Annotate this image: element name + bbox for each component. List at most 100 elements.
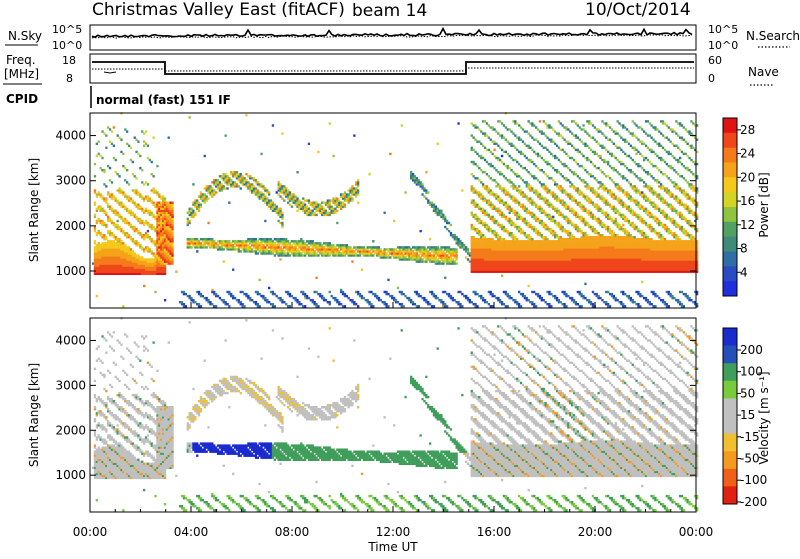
power-cell xyxy=(563,291,565,293)
power-cell xyxy=(194,212,196,214)
power-cell xyxy=(473,161,475,163)
power-cell xyxy=(118,175,120,177)
power-cell xyxy=(437,143,439,145)
power-cell xyxy=(187,218,189,220)
power-cell xyxy=(401,303,403,305)
power-cell xyxy=(368,173,370,175)
power-cell xyxy=(450,224,452,226)
power-cell xyxy=(126,130,128,132)
power-cell xyxy=(98,153,100,155)
power-cell xyxy=(575,161,577,163)
power-cell xyxy=(440,210,442,212)
power-cell xyxy=(546,199,548,201)
power-cell xyxy=(230,179,232,181)
power-cell xyxy=(132,238,134,240)
power-cell xyxy=(545,212,547,214)
cpid-text: normal (fast) 151 IF xyxy=(96,93,231,107)
power-cell xyxy=(545,147,547,149)
power-cell xyxy=(558,120,560,122)
power-cell xyxy=(126,169,128,171)
power-cell xyxy=(478,167,480,169)
power-cell xyxy=(463,244,465,246)
power-cell xyxy=(518,226,520,228)
power-cell xyxy=(255,238,257,240)
power-cell xyxy=(283,199,285,201)
power-cell xyxy=(550,153,552,155)
power-cell xyxy=(213,291,215,293)
power-cell xyxy=(488,199,490,201)
power-cell xyxy=(204,193,206,195)
power-cell xyxy=(289,305,291,307)
power-cell xyxy=(393,297,395,299)
power-cell xyxy=(124,206,126,208)
power-cell xyxy=(486,134,488,136)
power-cell xyxy=(471,212,473,214)
power-cell xyxy=(94,189,96,191)
power-cell xyxy=(171,246,173,248)
power-cell xyxy=(493,218,495,220)
power-cell xyxy=(397,287,399,289)
power-cell xyxy=(206,246,208,248)
power-cell xyxy=(565,305,567,307)
power-cell xyxy=(141,169,143,171)
power-cell xyxy=(435,206,437,208)
power-cell xyxy=(255,179,257,181)
power-cell xyxy=(291,206,293,208)
power-cell xyxy=(514,120,516,122)
power-cell xyxy=(323,297,325,299)
power-cell xyxy=(96,143,98,145)
power-cell xyxy=(151,173,153,175)
power-cell xyxy=(209,185,211,187)
power-cell xyxy=(211,238,213,240)
power-cell xyxy=(552,141,554,143)
power-cell xyxy=(518,303,520,305)
power-cell xyxy=(518,291,520,293)
power-cell xyxy=(315,303,317,305)
power-cell xyxy=(243,305,245,307)
power-cell xyxy=(298,199,300,201)
power-cell xyxy=(264,297,266,299)
power-cell xyxy=(190,297,192,299)
power-cell xyxy=(493,128,495,130)
power-cell xyxy=(501,161,503,163)
power-cell xyxy=(189,220,191,222)
freq-label-line2: [MHz] xyxy=(4,67,39,81)
search-noise-label: N.Search xyxy=(746,29,800,43)
power-cell xyxy=(245,173,247,175)
power-cell xyxy=(499,185,501,187)
power-cell xyxy=(552,206,554,208)
power-cell xyxy=(575,212,577,214)
power-cell xyxy=(509,167,511,169)
power-cell xyxy=(151,199,153,201)
power-cell xyxy=(308,297,310,299)
power-cell xyxy=(207,197,209,199)
power-cell xyxy=(124,193,126,195)
power-cell xyxy=(495,193,497,195)
power-cell xyxy=(281,222,283,224)
power-cell xyxy=(351,260,353,262)
power-cell xyxy=(562,199,564,201)
power-cell xyxy=(478,179,480,181)
power-cell xyxy=(245,114,247,116)
power-cell xyxy=(115,159,117,161)
power-cell xyxy=(524,206,526,208)
power-cell xyxy=(539,120,541,122)
power-cell xyxy=(509,218,511,220)
power-cell xyxy=(548,303,550,305)
power-cell xyxy=(185,305,187,307)
power-cell xyxy=(524,218,526,220)
power-cell xyxy=(573,185,575,187)
power-cell xyxy=(264,220,266,222)
power-cell xyxy=(164,273,166,275)
power-cell xyxy=(418,305,420,307)
power-cell xyxy=(130,147,132,149)
power-cell xyxy=(537,153,539,155)
power-cell xyxy=(433,305,435,307)
power-cell xyxy=(529,185,531,187)
power-cell xyxy=(516,212,518,214)
power-cell xyxy=(404,191,406,193)
power-cell xyxy=(139,232,141,234)
power-cell xyxy=(132,173,134,175)
